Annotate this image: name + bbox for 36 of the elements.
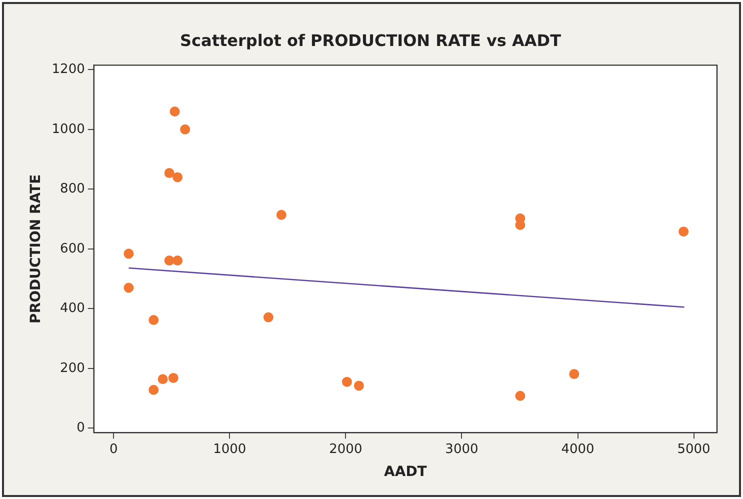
point [263,312,274,322]
point [678,226,689,237]
y-tick-label: 1200 [52,62,85,78]
y-tick-label: 1000 [52,122,85,137]
x-tick-label: 2000 [329,442,362,457]
point [148,314,159,325]
point [164,168,174,178]
point [180,124,190,134]
point [124,248,134,259]
point [515,220,526,230]
x-tick-label: 1000 [213,442,246,457]
point [172,256,183,266]
chart-title: Scatterplot of PRODUCTION RATE vs AADT [180,30,562,50]
point [164,256,174,266]
y-tick-label: 0 [76,420,85,436]
y-tick-label: 400 [60,301,85,316]
y-tick-label: 800 [60,182,85,197]
x-tick-label: 3000 [445,442,478,457]
x-axis-title: AADT [384,464,428,480]
point [170,106,180,116]
y-tick-label: 600 [60,241,85,256]
point [148,384,159,395]
point [569,369,580,380]
x-tick-label: 4000 [561,442,594,457]
point [276,210,286,220]
point [172,172,183,182]
y-tick-label: 200 [60,360,85,376]
x-tick-label: 0 [109,442,118,457]
point [354,380,364,391]
point [515,390,526,401]
point [124,282,134,293]
point [158,374,168,384]
point [168,372,178,383]
y-axis-title: PRODUCTION RATE [28,174,44,324]
x-tick-label: 5000 [677,442,710,457]
point [342,376,352,387]
